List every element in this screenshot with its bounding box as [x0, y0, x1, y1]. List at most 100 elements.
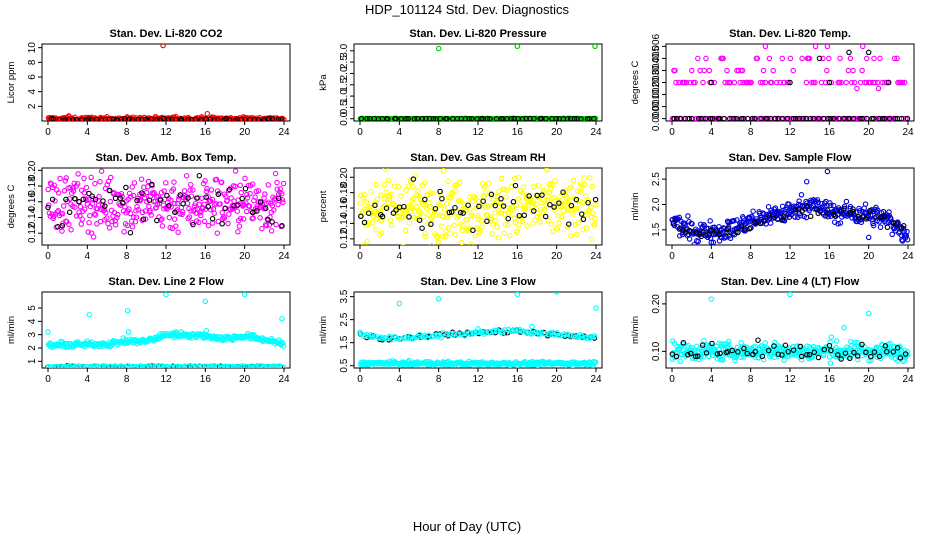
point-samples [451, 222, 457, 229]
point-reference [876, 353, 883, 360]
y-tick-label: 0.5 [339, 358, 350, 372]
point-reference [669, 351, 676, 357]
point-samples [731, 79, 738, 86]
point-samples [107, 174, 114, 181]
x-tick-label: 0 [669, 374, 675, 385]
point-samples [402, 227, 409, 234]
x-tick-label: 8 [124, 374, 130, 385]
point-reference [419, 115, 426, 121]
point-samples [830, 202, 837, 209]
point-reference [873, 214, 879, 220]
point-samples [168, 197, 174, 203]
point-samples [827, 202, 834, 209]
point-samples [81, 175, 87, 182]
point-reference [897, 355, 904, 361]
point-samples-outlier [672, 67, 678, 74]
point-samples-outlier [824, 44, 831, 50]
point-samples [179, 211, 185, 218]
point-reference [492, 202, 499, 209]
y-tick-label: 0.12 [339, 229, 350, 249]
point-baseline [266, 364, 273, 368]
point-samples [476, 198, 482, 205]
point-samples [792, 214, 798, 220]
point-reference [102, 116, 109, 121]
point-samples [850, 208, 857, 215]
point-baseline [99, 363, 106, 368]
point-samples [236, 223, 243, 229]
point-reference [799, 208, 805, 214]
point-samples [458, 239, 465, 245]
point-samples [577, 188, 584, 195]
point-samples-outlier [86, 311, 93, 318]
point-samples [686, 236, 693, 242]
x-tick-label: 20 [239, 374, 251, 385]
point-samples [512, 219, 519, 226]
point-baseline [72, 363, 78, 368]
point-samples [105, 178, 112, 185]
point-samples [514, 228, 520, 234]
point-samples [51, 182, 57, 188]
point-samples-outlier [865, 310, 872, 317]
point-samples [232, 168, 239, 174]
point-reference [811, 349, 818, 356]
y-axis-label: ml/min [630, 193, 641, 221]
point-reference [488, 191, 495, 198]
y-tick-label: 1.5 [651, 222, 662, 236]
point-samples-outlier [841, 324, 847, 331]
point-samples [851, 339, 858, 346]
point-samples [589, 183, 596, 190]
point-reference [173, 116, 179, 121]
point-reference [782, 342, 789, 349]
point-reference [505, 215, 511, 222]
point-samples [131, 214, 137, 220]
point-samples [845, 67, 852, 74]
point-samples [201, 201, 207, 208]
point-baseline [245, 363, 251, 368]
point-samples [859, 67, 865, 74]
point-samples [568, 184, 574, 190]
point-samples [385, 177, 392, 184]
x-tick-label: 4 [397, 374, 403, 385]
point-samples [368, 188, 374, 195]
x-tick-label: 4 [397, 251, 403, 262]
point-reference [752, 349, 758, 355]
point-reference [847, 210, 854, 216]
data-points [669, 292, 911, 366]
point-reference [118, 116, 125, 121]
x-tick-label: 12 [784, 251, 796, 262]
point-reference [275, 195, 282, 201]
point-samples [388, 191, 395, 198]
x-tick-label: 8 [436, 127, 442, 138]
point-samples [421, 179, 428, 186]
point-upper [444, 331, 450, 337]
x-tick-label: 12 [472, 127, 484, 138]
point-samples [445, 178, 451, 185]
point-samples-outlier [202, 298, 209, 305]
point-samples-outlier [514, 292, 521, 298]
panel-4: Stan. Dev. Amb. Box Temp. 0 4 8 12 16 20 24 0.12… [6, 152, 291, 262]
point-samples [443, 228, 449, 235]
x-tick-label: 20 [551, 251, 563, 262]
x-tick-label: 16 [824, 374, 836, 385]
point-reference [707, 115, 714, 121]
point-samples [503, 194, 509, 200]
point-samples [887, 340, 893, 347]
point-samples [205, 222, 212, 229]
point-samples [516, 222, 522, 228]
point-reference [457, 209, 464, 216]
point-samples [170, 186, 177, 192]
point-samples [72, 204, 78, 210]
point-reference [207, 116, 214, 121]
point-baseline [233, 363, 239, 368]
y-axis-label: kPa [318, 74, 329, 91]
point-samples [767, 220, 774, 226]
point-reference [177, 192, 184, 198]
point-samples [894, 358, 901, 364]
point-samples [262, 222, 269, 228]
point-samples [803, 79, 810, 86]
point-samples [765, 204, 772, 210]
point-samples [673, 79, 679, 86]
point-samples [700, 79, 706, 86]
point-baseline [80, 364, 87, 368]
point-samples [588, 204, 594, 211]
